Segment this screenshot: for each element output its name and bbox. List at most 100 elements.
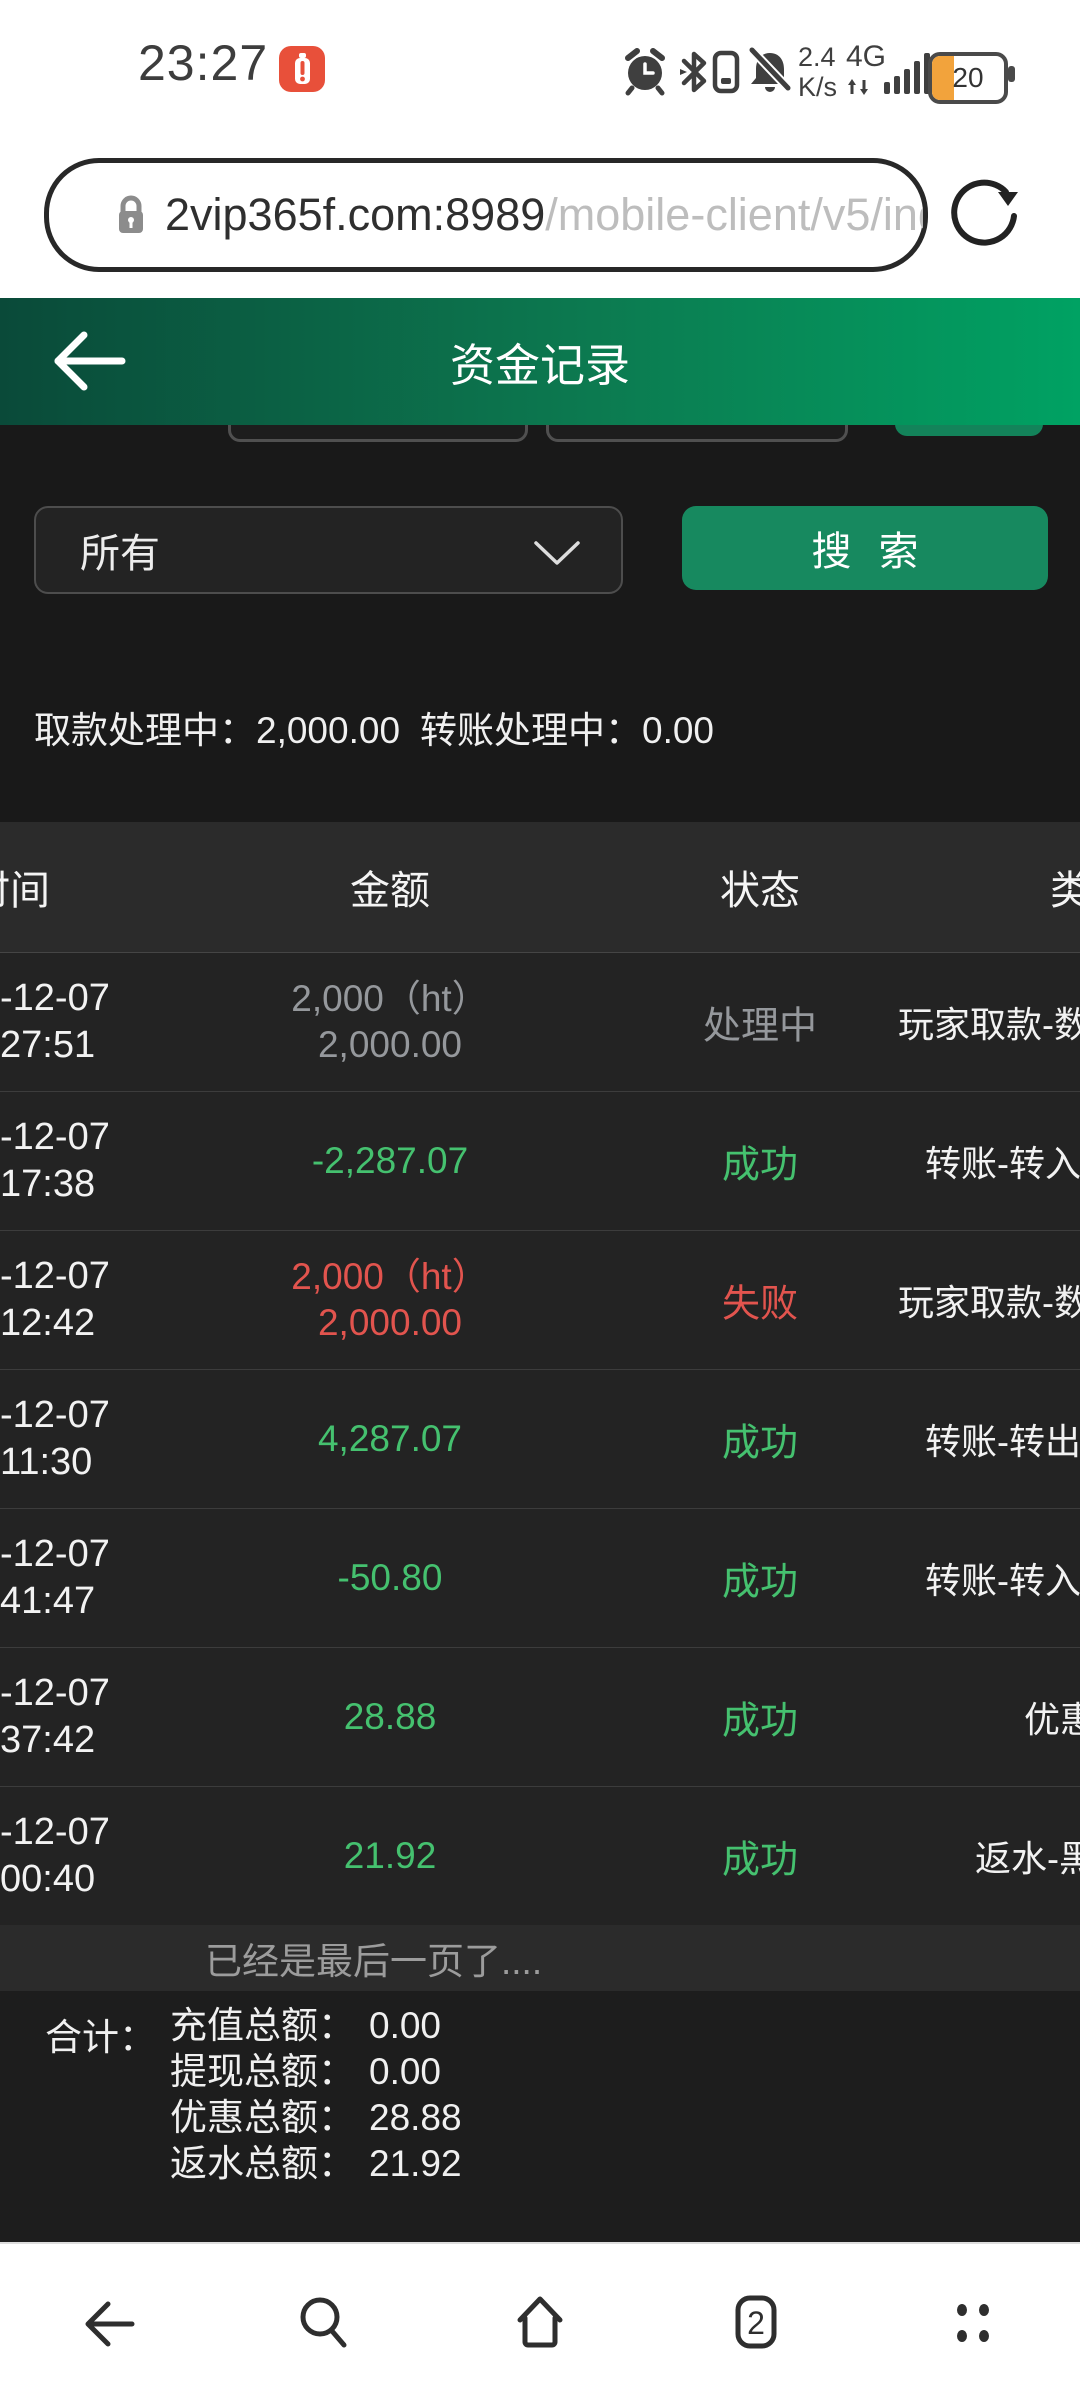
search-icon xyxy=(300,2297,347,2348)
row-type: 玩家取款-数字 xyxy=(898,1281,1080,1323)
end-of-list-text: 已经是最后一页了.... xyxy=(205,1941,543,1982)
signal-bars-icon xyxy=(884,53,930,94)
nav-search-button[interactable] xyxy=(216,2244,432,2400)
nav-home-button[interactable] xyxy=(432,2244,648,2400)
total-withdraw: 提现总额： 0.00 xyxy=(170,2051,442,2092)
updown-arrows-icon xyxy=(848,79,868,95)
row-clock: 41:47 xyxy=(0,1579,96,1622)
row-status: 成功 xyxy=(721,1839,798,1881)
row-clock: 27:51 xyxy=(0,1023,96,1066)
row-clock: 00:40 xyxy=(0,1857,96,1900)
app-header: 资金记录 xyxy=(0,298,1080,425)
battery-alert-app-icon xyxy=(279,46,325,92)
address-bar[interactable]: 2vip365f.com:8989/mobile-client/v5/ind xyxy=(44,158,928,272)
col-header-amount: 金额 xyxy=(350,869,430,913)
row-clock: 12:42 xyxy=(0,1301,96,1344)
row-date: -12-07 xyxy=(0,1115,110,1158)
search-button-label: 搜 索 xyxy=(811,530,927,574)
row-time: -12-07 11:30 xyxy=(0,1392,110,1486)
row-time: -12-07 41:47 xyxy=(0,1531,110,1625)
connected-device-battery-icon xyxy=(712,50,740,94)
row-date: -12-07 xyxy=(0,1254,110,1297)
row-type: 转账-转入[ xyxy=(925,1142,1080,1184)
table-header: 时间 金额 状态 类型 xyxy=(0,822,1080,953)
table-row: -12-07 41:47 -50.80 成功 转账-转入[ xyxy=(0,1508,1080,1648)
notifications-off-icon xyxy=(748,46,792,92)
tab-count: 2 xyxy=(747,2305,765,2341)
row-amount: -50.80 xyxy=(337,1556,443,1598)
totals-summary: 合计： 充值总额： 0.00 提现总额： 0.00 优惠总额： 28.88 返水总额：… xyxy=(0,1991,1080,2242)
speed-unit: K/s xyxy=(798,72,838,102)
total-bonus: 优惠总额： 28.88 xyxy=(170,2097,462,2138)
row-amount: -2,287.07 xyxy=(311,1139,469,1181)
type-select-value: 所有 xyxy=(80,532,160,576)
row-time: -12-07 00:40 xyxy=(0,1809,110,1903)
battery-nub xyxy=(1008,66,1015,82)
row-date: -12-07 xyxy=(0,1671,110,1714)
back-arrow-icon[interactable] xyxy=(50,328,130,394)
lock-icon xyxy=(119,195,143,233)
row-type: 优惠 xyxy=(1024,1698,1080,1740)
row-amount: 21.92 xyxy=(343,1834,437,1876)
total-deposit: 充值总额： 0.00 xyxy=(170,2005,442,2046)
page-title: 资金记录 xyxy=(449,340,630,391)
row-time: -12-07 37:42 xyxy=(0,1670,110,1764)
end-of-list: 已经是最后一页了.... xyxy=(0,1925,1080,1991)
row-status: 成功 xyxy=(721,1144,798,1186)
row-time: -12-07 12:42 xyxy=(0,1253,110,1347)
row-status: 成功 xyxy=(721,1700,798,1742)
total-rebate: 返水总额： 21.92 xyxy=(170,2143,462,2184)
chevron-down-icon xyxy=(534,541,580,565)
bluetooth-icon xyxy=(680,51,707,93)
type-select[interactable]: 所有 xyxy=(34,506,623,594)
url-text: 2vip365f.com:8989/mobile-client/v5/ind xyxy=(165,189,923,241)
row-clock: 11:30 xyxy=(0,1440,93,1483)
row-type: 玩家取款-数字 xyxy=(898,1003,1080,1045)
tabs-icon: 2 xyxy=(735,2295,777,2349)
row-date: -12-07 xyxy=(0,976,110,1019)
table-row: -12-07 17:38 -2,287.07 成功 转账-转入[ xyxy=(0,1091,1080,1231)
transfer-processing: 转账处理中：0.00 xyxy=(420,710,715,751)
row-type: 返水-黑 xyxy=(975,1837,1080,1879)
table-row: -12-07 37:42 28.88 成功 优惠 xyxy=(0,1647,1080,1787)
url-path: /mobile-client/v5/ind xyxy=(545,189,923,240)
row-amount: 2,000（ht） 2,000.00 xyxy=(291,977,489,1065)
network-speed: 2.4 K/s xyxy=(798,42,837,102)
row-status: 失败 xyxy=(721,1283,798,1325)
transfer-processing-value: 0.00 xyxy=(642,710,715,751)
col-header-status: 状态 xyxy=(720,869,800,913)
battery-percent: 20 xyxy=(952,62,984,93)
nav-tabs-button[interactable]: 2 xyxy=(648,2244,864,2400)
url-domain: 2vip365f.com:8989 xyxy=(165,189,546,240)
totals-label: 合计： xyxy=(45,2017,156,2058)
speed-value: 2.4 xyxy=(798,42,836,72)
row-status: 处理中 xyxy=(702,1005,817,1047)
row-time: -12-07 17:38 xyxy=(0,1114,110,1208)
row-status: 成功 xyxy=(721,1422,798,1464)
table-row: -12-07 00:40 21.92 成功 返水-黑 xyxy=(0,1786,1080,1926)
home-icon xyxy=(517,2296,563,2348)
nav-menu-button[interactable] xyxy=(864,2244,1080,2400)
row-amount: 28.88 xyxy=(343,1695,437,1737)
search-button[interactable]: 搜 索 xyxy=(682,506,1048,590)
reload-icon[interactable] xyxy=(942,168,1030,256)
table-row: -12-07 27:51 2,000（ht） 2,000.00 处理中 玩家取款… xyxy=(0,952,1080,1092)
row-amount: 4,287.07 xyxy=(317,1417,463,1459)
row-type: 转账-转入[ xyxy=(925,1559,1080,1601)
browser-chrome: 23:27 xyxy=(0,0,1080,298)
row-date: -12-07 xyxy=(0,1393,110,1436)
withdraw-processing: 取款处理中：2,000.00 xyxy=(34,710,401,751)
alarm-icon xyxy=(625,48,665,96)
row-clock: 17:38 xyxy=(0,1162,96,1205)
row-clock: 37:42 xyxy=(0,1718,96,1761)
row-date: -12-07 xyxy=(0,1532,110,1575)
clock-text: 23:27 xyxy=(138,35,269,91)
row-time: -12-07 27:51 xyxy=(0,975,110,1069)
row-status: 成功 xyxy=(721,1561,798,1603)
records-table: 时间 金额 状态 类型 -12-07 27:51 2,000（ht） 2,000… xyxy=(0,822,1080,1926)
battery-icon: 20 xyxy=(928,52,1008,104)
nav-back-button[interactable] xyxy=(0,2244,216,2400)
network-type: 4G xyxy=(846,42,886,102)
row-date: -12-07 xyxy=(0,1810,110,1853)
